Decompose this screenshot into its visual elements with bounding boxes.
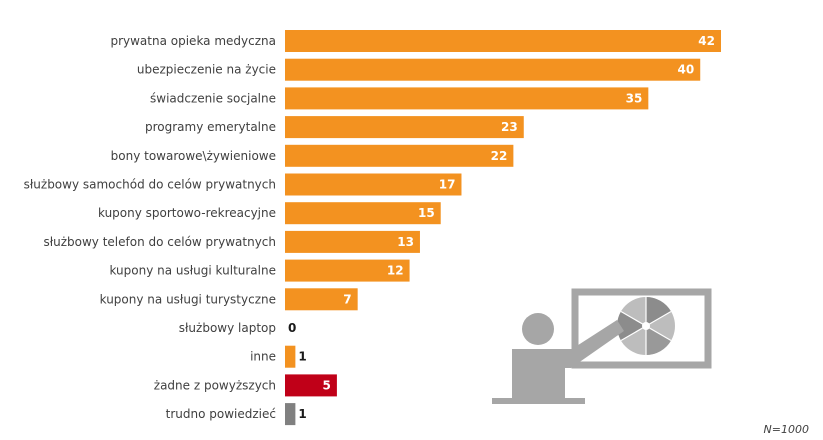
category-label: programy emerytalne xyxy=(145,120,276,134)
bars-group: prywatna opieka medyczna 42 ubezpieczenie … xyxy=(24,30,721,426)
value-label: 35 xyxy=(626,91,643,105)
category-label: bony towarowe\żywieniowe xyxy=(111,149,276,163)
value-label: 17 xyxy=(439,178,456,192)
category-label: trudno powiedzieć xyxy=(166,407,276,421)
bar xyxy=(285,58,701,81)
value-label: 23 xyxy=(501,120,518,134)
category-label: prywatna opieka medyczna xyxy=(110,34,276,48)
value-label: 1 xyxy=(298,407,306,421)
value-label: 12 xyxy=(387,264,404,278)
value-label: 15 xyxy=(418,206,435,220)
category-label: kupony na usługi kulturalne xyxy=(109,264,276,278)
category-label: służbowy telefon do celów prywatnych xyxy=(43,235,276,249)
bar xyxy=(285,144,514,167)
value-label: 0 xyxy=(288,321,296,335)
category-label: inne xyxy=(250,350,276,364)
sample-size-note: N=1000 xyxy=(763,423,809,436)
category-label: kupony na usługi turystyczne xyxy=(100,292,276,306)
bar xyxy=(285,173,462,196)
category-label: świadczenie socjalne xyxy=(150,91,276,105)
category-label: służbowy laptop xyxy=(179,321,276,335)
category-label: ubezpieczenie na życie xyxy=(137,63,276,77)
value-label: 1 xyxy=(298,350,306,364)
bar xyxy=(285,374,337,397)
bar xyxy=(285,30,721,52)
bar xyxy=(285,202,441,225)
category-label: służbowy samochód do celów prywatnych xyxy=(24,178,276,192)
bar xyxy=(285,288,358,311)
bar xyxy=(285,87,649,110)
category-label: żadne z powyższych xyxy=(154,378,276,392)
value-label: 42 xyxy=(698,34,715,48)
bar xyxy=(285,345,296,368)
bar xyxy=(285,403,296,426)
category-label: kupony sportowo-rekreacyjne xyxy=(98,206,276,220)
value-label: 22 xyxy=(491,149,508,163)
value-label: 40 xyxy=(678,63,695,77)
value-label: 5 xyxy=(323,378,331,392)
value-label: 7 xyxy=(343,292,351,306)
bar xyxy=(285,116,524,139)
presenter-pointing-at-board-icon xyxy=(492,288,712,404)
bar xyxy=(285,259,410,282)
value-label: 13 xyxy=(397,235,414,249)
bar xyxy=(285,230,420,253)
